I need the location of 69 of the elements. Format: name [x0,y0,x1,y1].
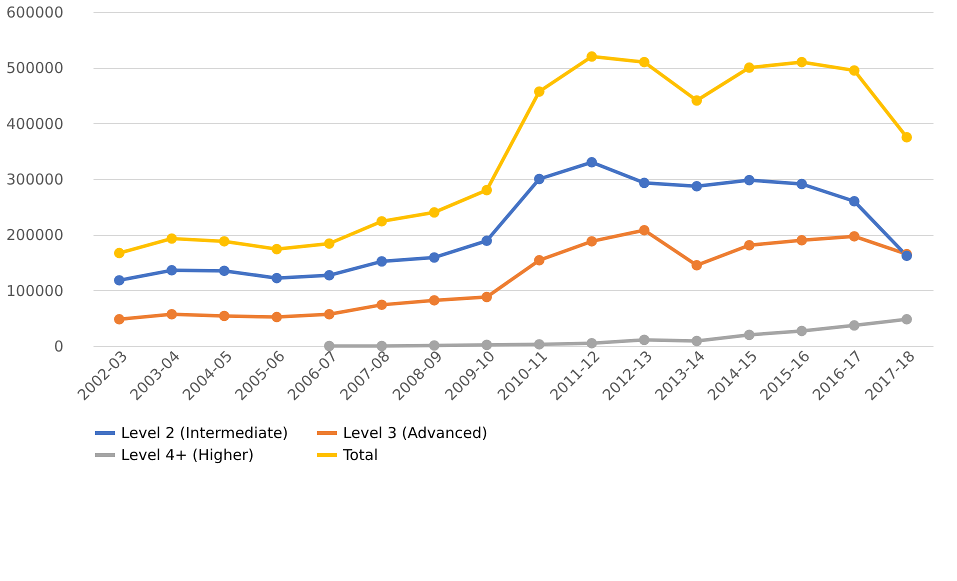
point [219,236,230,247]
point [692,260,702,271]
point [796,235,807,246]
point [166,233,177,244]
y-tick-label: 0 [54,338,64,356]
point [796,326,807,336]
legend-label: Level 4+ (Higher) [121,446,254,464]
point [849,65,860,76]
point [482,184,492,196]
point [272,244,282,254]
point [324,309,334,320]
point [744,174,754,186]
y-tick-label: 500000 [6,59,64,78]
point [376,216,387,227]
point [429,340,440,351]
point [639,178,650,188]
point [429,252,440,263]
point [482,292,492,302]
point [534,339,544,350]
point [639,224,650,236]
point [324,238,334,249]
point [324,340,334,352]
point [849,231,860,242]
point [376,300,387,310]
point [482,236,492,246]
point [639,334,650,346]
point [692,336,702,346]
point [902,314,912,325]
point [586,236,597,247]
point [902,132,912,142]
point [744,240,754,250]
y-tick-label: 400000 [6,114,64,133]
point [166,309,177,320]
point [849,196,860,206]
legend-label: Level 3 (Advanced) [343,424,488,442]
point [429,295,440,306]
point [272,272,282,284]
point [114,275,124,286]
point [639,56,650,68]
point [114,314,124,325]
y-tick-label: 100000 [6,282,64,300]
point [586,51,597,62]
point [324,270,334,281]
point [429,207,440,218]
point [272,312,282,322]
point [744,62,754,73]
point [114,248,124,258]
point [692,181,702,192]
point [219,310,230,322]
point [849,320,860,331]
point [744,330,754,340]
point [534,86,544,97]
point [376,256,387,267]
point [692,95,702,106]
point [376,340,387,352]
y-tick-label: 600000 [6,4,64,22]
point [166,265,177,276]
point [219,266,230,276]
y-tick-label: 300000 [6,170,64,188]
point [586,338,597,348]
point [534,174,544,184]
legend-label: Total [342,446,378,464]
point [534,255,544,266]
legend-label: Level 2 (Intermediate) [121,424,288,442]
y-tick-label: 200000 [6,226,64,244]
point [482,340,492,350]
point [586,157,597,168]
point [796,56,807,68]
point [796,178,807,190]
